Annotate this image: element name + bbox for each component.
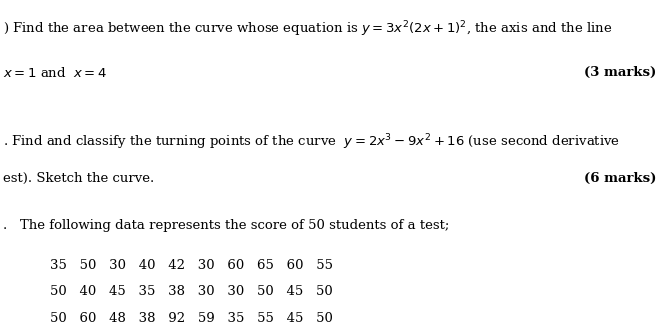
Text: est). Sketch the curve.: est). Sketch the curve. bbox=[3, 172, 154, 184]
Text: 35   50   30   40   42   30   60   65   60   55: 35 50 30 40 42 30 60 65 60 55 bbox=[50, 259, 333, 272]
Text: 50   40   45   35   38   30   30   50   45   50: 50 40 45 35 38 30 30 50 45 50 bbox=[50, 285, 332, 298]
Text: (3 marks): (3 marks) bbox=[585, 66, 657, 79]
Text: . Find and classify the turning points of the curve  $y = 2x^{3} - 9x^{2} + 16$ : . Find and classify the turning points o… bbox=[3, 132, 620, 151]
Text: .   The following data represents the score of 50 students of a test;: . The following data represents the scor… bbox=[3, 219, 449, 232]
Text: (6 marks): (6 marks) bbox=[584, 172, 657, 184]
Text: ) Find the area between the curve whose equation is $y = 3x^{2}(2x+1)^{2}$, the : ) Find the area between the curve whose … bbox=[3, 20, 612, 39]
Text: 50   60   48   38   92   59   35   55   45   50: 50 60 48 38 92 59 35 55 45 50 bbox=[50, 312, 333, 325]
Text: $x = 1$ and  $x = 4$: $x = 1$ and $x = 4$ bbox=[3, 66, 108, 80]
